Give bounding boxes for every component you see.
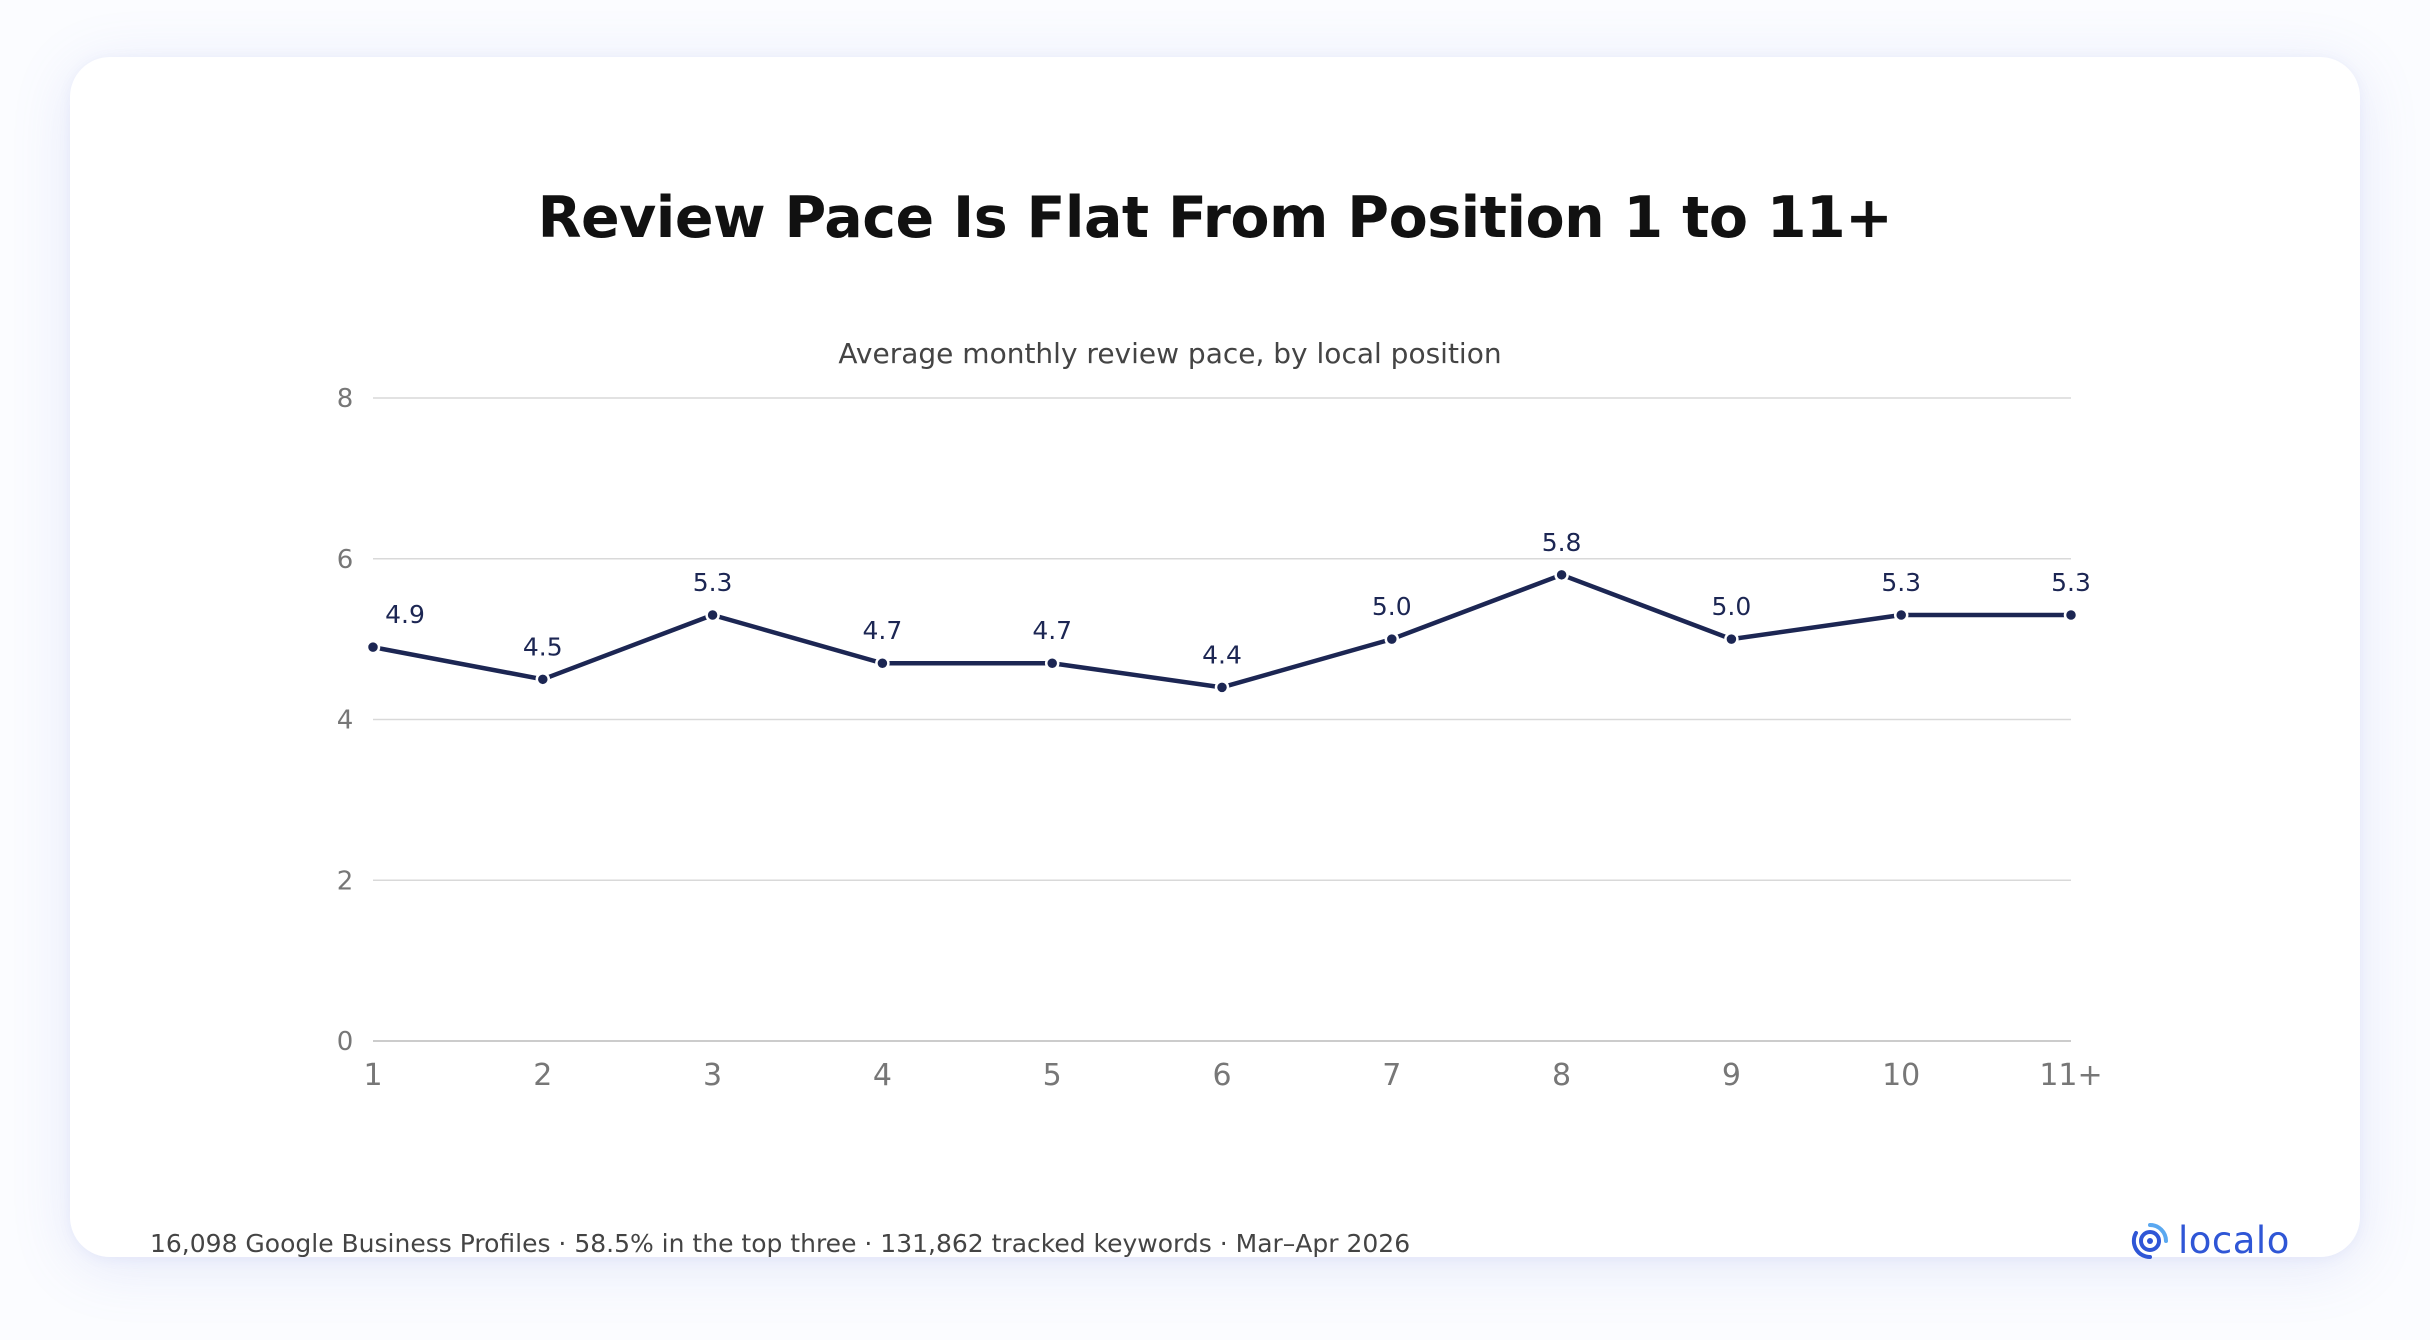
data-label: 4.5	[523, 632, 563, 661]
series-line	[370, 572, 2074, 690]
data-label: 4.7	[1032, 616, 1072, 645]
x-tick-label: 4	[873, 1058, 892, 1093]
grid-lines	[373, 397, 2071, 1042]
footer-note: 16,098 Google Business Profiles · 58.5% …	[150, 1229, 1411, 1258]
x-tick-label: 1	[363, 1058, 382, 1093]
data-label: 4.9	[385, 600, 425, 629]
y-axis-ticks: 0 2 4 6 8	[337, 384, 354, 1057]
y-tick-label: 2	[337, 866, 354, 896]
y-tick-label: 4	[337, 706, 354, 736]
series-review-pace	[370, 572, 2074, 690]
data-point	[1554, 567, 1569, 583]
y-tick-label: 6	[337, 545, 354, 575]
x-tick-label: 5	[1043, 1058, 1062, 1093]
data-label: 5.8	[1542, 528, 1582, 557]
data-point	[1384, 631, 1400, 647]
data-label: 5.3	[2051, 568, 2091, 597]
x-tick-label: 10	[1882, 1058, 1920, 1093]
data-point	[1214, 680, 1230, 695]
line-chart: 0 2 4 6 8 1 2 3 4 5 6 7 8 9 10 11+ 4.9 4.5 5.3 4.7 4.7 4.4 5…	[337, 384, 2103, 1093]
data-point	[1044, 655, 1060, 671]
data-label: 5.0	[1372, 592, 1412, 621]
data-point	[535, 672, 551, 687]
x-tick-label: 11+	[2039, 1058, 2102, 1093]
x-tick-label: 2	[533, 1058, 552, 1093]
data-label: 5.3	[1881, 568, 1921, 597]
data-label: 5.0	[1712, 592, 1752, 621]
brand-logo: localo	[2130, 1219, 2290, 1262]
data-labels: 4.9 4.5 5.3 4.7 4.7 4.4 5.0 5.8 5.0 5.3 5.3	[385, 528, 2091, 670]
data-point	[1724, 631, 1739, 647]
data-point	[2063, 607, 2079, 623]
y-tick-label: 0	[337, 1027, 354, 1057]
data-point	[1893, 607, 1909, 623]
data-point	[875, 655, 890, 671]
data-point	[365, 639, 381, 655]
x-axis-ticks: 1 2 3 4 5 6 7 8 9 10 11+	[363, 1058, 2102, 1093]
chart-title: Review Pace Is Flat From Position 1 to 1…	[537, 185, 1893, 251]
x-tick-label: 8	[1552, 1058, 1571, 1093]
x-tick-label: 3	[703, 1058, 722, 1093]
chart-card: Review Pace Is Flat From Position 1 to 1…	[70, 57, 2360, 1262]
data-points	[365, 567, 2079, 695]
x-tick-label: 9	[1722, 1058, 1741, 1093]
y-tick-label: 8	[337, 384, 354, 414]
data-label: 5.3	[693, 568, 733, 597]
data-label: 4.7	[863, 616, 903, 645]
x-tick-label: 6	[1212, 1058, 1231, 1093]
chart-subtitle: Average monthly review pace, by local po…	[838, 337, 1502, 370]
localo-pin-icon	[2131, 1222, 2168, 1259]
brand-name: localo	[2178, 1219, 2290, 1262]
x-tick-label: 7	[1382, 1058, 1401, 1093]
data-label: 4.4	[1202, 640, 1242, 669]
data-point	[705, 607, 720, 623]
